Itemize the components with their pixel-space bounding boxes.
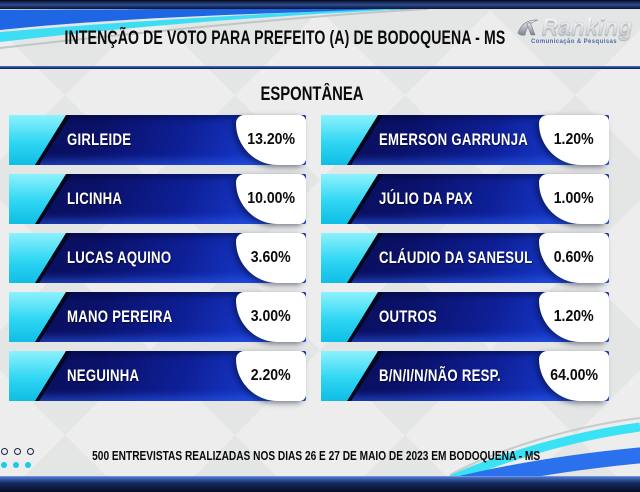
page-title-text: INTENÇÃO DE VOTO PARA PREFEITO (A) DE BO… <box>64 28 506 49</box>
candidate-name: GIRLEIDE <box>67 130 132 149</box>
candidate-name: LICINHA <box>67 189 123 208</box>
header-divider-line <box>0 66 640 69</box>
candidate-name: JÚLIO DA PAX <box>379 189 473 208</box>
ranking-logo-swoosh-icon <box>517 19 538 36</box>
ranking-logo-tagline: Comunicação & Pesquisas <box>531 39 617 45</box>
candidate-value: 3.00% <box>251 308 291 325</box>
candidate-name: CLÁUDIO DA SANESUL <box>379 248 533 267</box>
candidate-value: 1.20% <box>554 308 594 325</box>
hollow-dot <box>1 448 8 455</box>
result-bar: LICINHA 10.00% <box>9 174 306 224</box>
candidate-value: 3.60% <box>251 249 291 266</box>
page-title: INTENÇÃO DE VOTO PARA PREFEITO (A) DE BO… <box>60 28 510 50</box>
hollow-dot <box>14 448 21 455</box>
cyan-dot <box>1 462 7 468</box>
result-bar: OUTROS 1.20% <box>321 292 609 342</box>
candidate-value: 64.00% <box>550 367 598 384</box>
result-bar: JÚLIO DA PAX 1.00% <box>321 174 609 224</box>
footer-dots-decoration <box>1 448 34 468</box>
ranking-logo-text: Ranking <box>541 13 633 39</box>
section-title-text: ESPONTÂNEA <box>260 84 364 105</box>
result-bar: B/N/I/N/NÃO RESP. 64.00% <box>321 351 609 401</box>
candidate-value: 2.20% <box>251 367 291 384</box>
result-bar: LUCAS AQUINO 3.60% <box>9 233 306 283</box>
cyan-dot <box>13 462 19 468</box>
result-bar: MANO PEREIRA 3.00% <box>9 292 306 342</box>
survey-footnote: 500 ENTREVISTAS REALIZADAS NOS DIAS 26 E… <box>0 449 632 463</box>
header-swoosh-decoration <box>0 8 430 49</box>
candidate-name: NEGUINHA <box>67 366 140 385</box>
hollow-dot <box>27 448 34 455</box>
footer-swoosh-decoration <box>450 417 640 479</box>
cyan-dot <box>25 462 31 468</box>
result-bar: EMERSON GARRUNJA 1.20% <box>321 115 609 165</box>
candidate-value: 1.20% <box>554 131 594 148</box>
result-bar: GIRLEIDE 13.20% <box>9 115 306 165</box>
candidate-value: 0.60% <box>554 249 594 266</box>
candidate-name: LUCAS AQUINO <box>67 248 172 267</box>
candidate-value: 10.00% <box>247 190 295 207</box>
ranking-logo: Ranking Comunicação & Pesquisas <box>516 15 632 45</box>
candidate-name: OUTROS <box>379 307 437 326</box>
result-bar: NEGUINHA 2.20% <box>9 351 306 401</box>
result-bar: CLÁUDIO DA SANESUL 0.60% <box>321 233 609 283</box>
value-box: 3.60% <box>236 233 306 283</box>
top-navy-bar <box>0 0 640 9</box>
bottom-navy-bar <box>0 476 640 492</box>
candidate-value: 13.20% <box>247 131 295 148</box>
section-title: ESPONTÂNEA <box>0 84 624 106</box>
candidate-value: 1.00% <box>554 190 594 207</box>
candidate-name: MANO PEREIRA <box>67 307 173 326</box>
candidate-name: B/N/I/N/NÃO RESP. <box>379 366 501 385</box>
candidate-name: EMERSON GARRUNJA <box>379 130 529 149</box>
survey-footnote-text: 500 ENTREVISTAS REALIZADAS NOS DIAS 26 E… <box>92 448 540 463</box>
